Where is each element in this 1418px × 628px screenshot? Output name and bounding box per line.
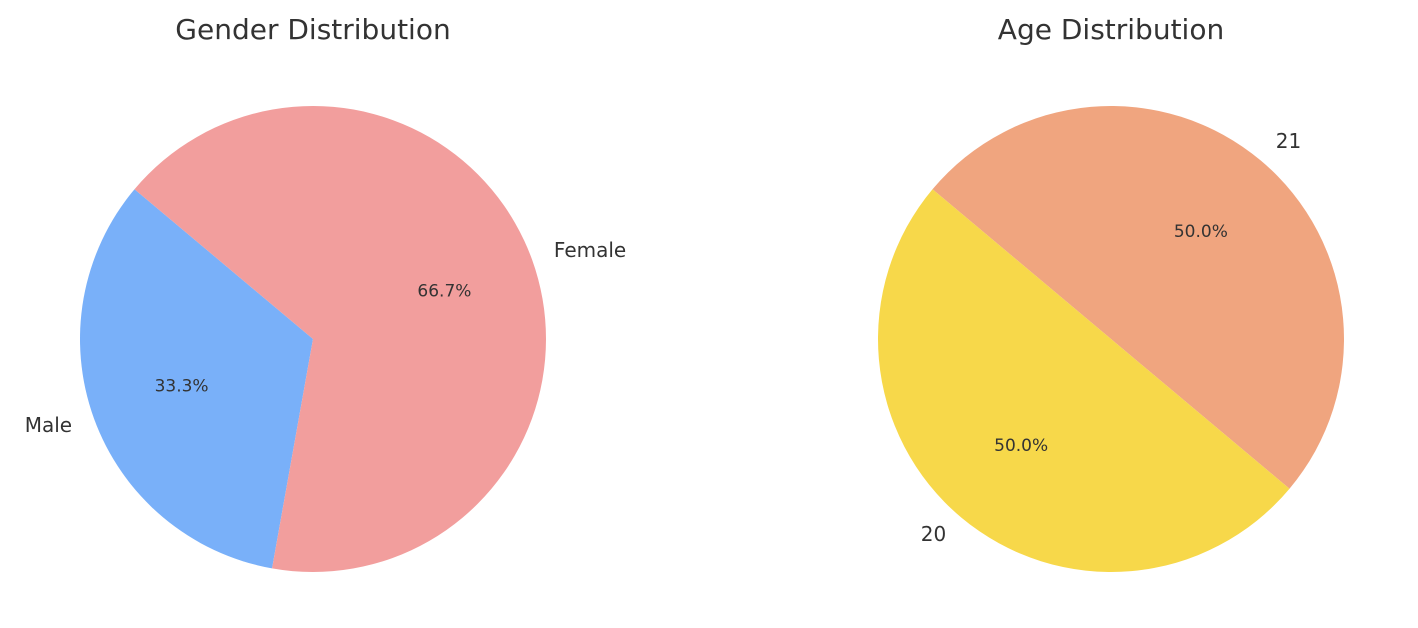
gender-pie-chart: Gender Distribution Male 33.3% Female 66.7% bbox=[25, 13, 627, 572]
age-labels: 21 50.0% 20 50.0% bbox=[921, 129, 1301, 546]
age-slice-label-21: 21 bbox=[1276, 129, 1301, 153]
gender-percent-label-male: 33.3% bbox=[155, 377, 209, 397]
gender-labels: Male 33.3% Female 66.7% bbox=[25, 238, 627, 437]
gender-percent-label-female: 66.7% bbox=[417, 281, 471, 301]
age-percent-label-20: 50.0% bbox=[994, 436, 1048, 456]
gender-slice-label-male: Male bbox=[25, 413, 72, 437]
age-slice-label-20: 20 bbox=[921, 522, 946, 546]
gender-slices bbox=[79, 105, 546, 572]
gender-slice-male bbox=[79, 189, 313, 569]
gender-slice-female bbox=[134, 105, 546, 572]
gender-chart-title: Gender Distribution bbox=[175, 13, 450, 46]
age-pie-chart: Age Distribution 21 50.0% 20 50.0% bbox=[878, 13, 1345, 573]
gender-slice-label-female: Female bbox=[554, 238, 626, 262]
age-slices bbox=[878, 105, 1345, 573]
age-chart-title: Age Distribution bbox=[998, 13, 1224, 46]
age-slice-20 bbox=[878, 189, 1290, 573]
age-percent-label-21: 50.0% bbox=[1174, 222, 1228, 242]
age-slice-21 bbox=[932, 105, 1345, 489]
